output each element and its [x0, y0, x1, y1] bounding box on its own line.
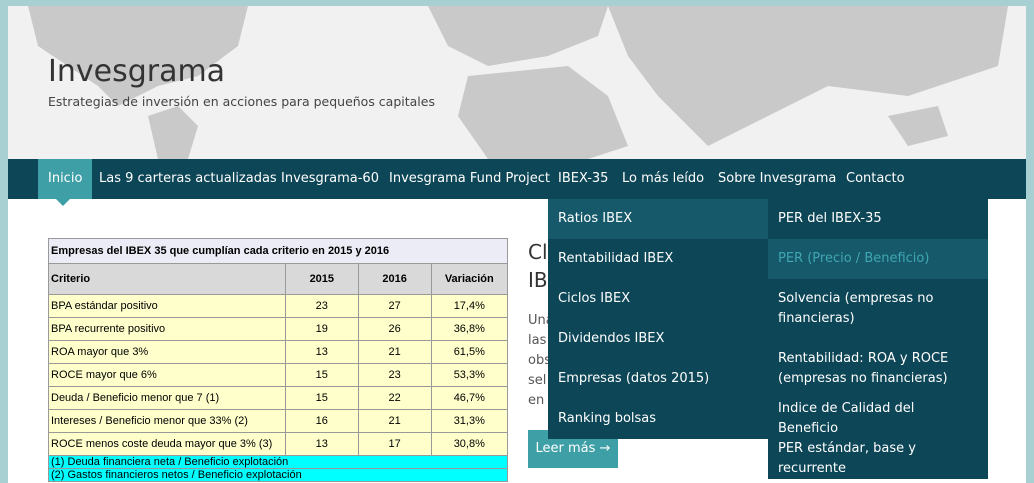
table-cell: 22	[357, 386, 432, 410]
nav-item[interactable]: Contacto	[846, 171, 905, 186]
table-row: Intereses / Beneficio menor que 33% (2) 1…	[48, 409, 509, 433]
table-cell: 61,5%	[430, 340, 509, 364]
table-row: BPA recurrente positivo 19 26 36,8%	[48, 317, 509, 341]
dropdown-item[interactable]: Empresas (datos 2015)	[548, 359, 768, 399]
table-cell: BPA estándar positivo	[48, 294, 286, 318]
submenu-item[interactable]: Rentabilidad: ROA y ROCE (empresas no fi…	[768, 339, 988, 399]
footnote: (1) Deuda financiera neta / Beneficio ex…	[48, 455, 508, 469]
table-cell: 36,8%	[430, 317, 509, 341]
nav-item[interactable]: Lo más leído	[622, 171, 705, 186]
active-indicator	[56, 199, 70, 206]
nav-item[interactable]: IBEX-35	[558, 171, 609, 186]
table-cell: 15	[284, 386, 359, 410]
nav-item[interactable]: Invesgrama Fund Project	[389, 171, 550, 186]
nav-item[interactable]: Invesgrama-60	[281, 171, 379, 186]
table-cell: 46,7%	[430, 386, 509, 410]
table-row: Deuda / Beneficio menor que 7 (1) 15 22 46,…	[48, 386, 509, 410]
column-header: Criterio	[48, 263, 286, 295]
submenu-item[interactable]: PER del IBEX-35	[768, 199, 988, 239]
submenu-item[interactable]: Solvencia (empresas no financieras)	[768, 279, 988, 339]
column-header: 2016	[357, 263, 432, 295]
table-header-row: Criterio 2015 2016 Variación	[48, 263, 509, 295]
table-cell: 27	[357, 294, 432, 318]
post-excerpt: obs	[528, 353, 551, 368]
table-cell: 23	[284, 294, 359, 318]
post-title[interactable]: IB	[528, 268, 548, 292]
column-header: 2015	[284, 263, 359, 295]
table-cell: Intereses / Beneficio menor que 33% (2)	[48, 409, 286, 433]
table-cell: 13	[284, 340, 359, 364]
site-tagline: Estrategias de inversión en acciones par…	[48, 94, 435, 109]
table-cell: BPA recurrente positivo	[48, 317, 286, 341]
table-cell: ROA mayor que 3%	[48, 340, 286, 364]
post-excerpt: las	[528, 333, 547, 348]
submenu-item[interactable]: PER (Precio / Beneficio)	[768, 239, 988, 279]
table-row: BPA estándar positivo 23 27 17,4%	[48, 294, 509, 318]
post-excerpt: sel	[528, 373, 547, 388]
table-cell: 19	[284, 317, 359, 341]
table-cell: 16	[284, 409, 359, 433]
criteria-table: Empresas del IBEX 35 que cumplían cada c…	[48, 238, 509, 482]
table-cell: 31,3%	[430, 409, 509, 433]
submenu-item[interactable]: PER estándar, base y recurrente	[768, 439, 988, 479]
post-excerpt: Una	[528, 313, 554, 328]
footnote-row: (1) Deuda financiera neta / Beneficio ex…	[48, 455, 508, 469]
table-cell: 53,3%	[430, 363, 509, 387]
nav-bar: Inicio Las 9 carteras actualizadas Invesgr…	[8, 159, 1026, 199]
table-cell: 21	[357, 340, 432, 364]
dropdown-item[interactable]: Ranking bolsas	[548, 399, 768, 439]
table-cell: ROCE menos coste deuda mayor que 3% (3)	[48, 432, 286, 456]
site-title[interactable]: Invesgrama	[48, 54, 226, 89]
table-cell: 23	[357, 363, 432, 387]
nav-item[interactable]: Las 9 carteras actualizadas	[99, 171, 277, 186]
dropdown-item[interactable]: Rentabilidad IBEX	[548, 239, 768, 279]
table-cell: 13	[284, 432, 359, 456]
post-title[interactable]: Cl	[528, 240, 548, 264]
table-cell: 21	[357, 409, 432, 433]
dropdown-item[interactable]: Ciclos IBEX	[548, 279, 768, 319]
table-row: ROCE menos coste deuda mayor que 3% (3) 1…	[48, 432, 509, 456]
column-header: Variación	[430, 263, 509, 295]
footnote-row: (2) Gastos financieros netos / Beneficio…	[48, 468, 508, 482]
dropdown-item[interactable]: Ratios IBEX	[548, 199, 768, 239]
table-cell: 15	[284, 363, 359, 387]
nav-item[interactable]: Sobre Invesgrama	[718, 171, 837, 186]
table-cell: 17,4%	[430, 294, 509, 318]
footnote: (2) Gastos financieros netos / Beneficio…	[48, 468, 508, 482]
nav-item[interactable]: Inicio	[38, 159, 93, 199]
table-row: ROCE mayor que 6% 15 23 53,3%	[48, 363, 509, 387]
table-cell: ROCE mayor que 6%	[48, 363, 286, 387]
table-cell: 30,8%	[430, 432, 509, 456]
table-cell: Deuda / Beneficio menor que 7 (1)	[48, 386, 286, 410]
table-caption-row: Empresas del IBEX 35 que cumplían cada c…	[48, 238, 508, 264]
table-caption: Empresas del IBEX 35 que cumplían cada c…	[48, 238, 508, 264]
table-cell: 17	[357, 432, 432, 456]
table-cell: 26	[357, 317, 432, 341]
site: Invesgrama Estrategias de inversión en a…	[8, 6, 1026, 483]
table-row: ROA mayor que 3% 13 21 61,5%	[48, 340, 509, 364]
post-excerpt: en I	[528, 393, 553, 408]
map-background	[8, 6, 1026, 159]
dropdown-item[interactable]: Dividendos IBEX	[548, 319, 768, 359]
submenu-item[interactable]: Indice de Calidad del Beneficio	[768, 399, 988, 439]
